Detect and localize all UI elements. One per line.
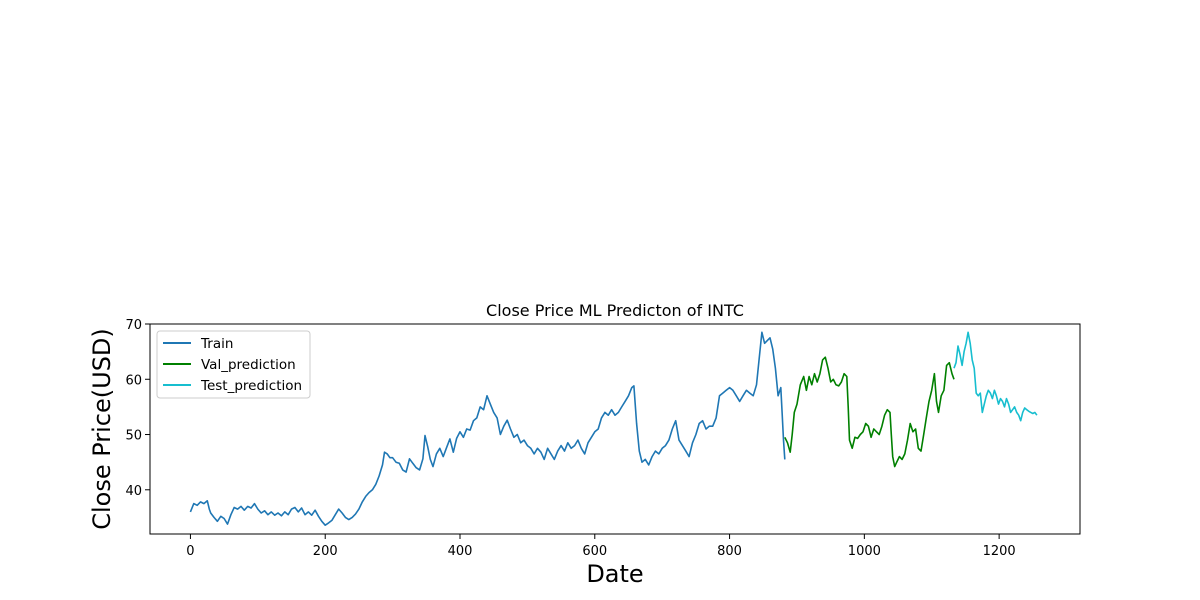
y-tick-label-70: 70 [125, 318, 142, 333]
y-axis-label: Close Price(USD) [88, 328, 116, 530]
legend-box [156, 330, 311, 399]
series-line-test-prediction [953, 331, 1038, 422]
chart-title: Close Price ML Predicton of INTC [486, 301, 744, 320]
series-line-train [189, 331, 786, 527]
x-tick-label-800: 800 [717, 544, 742, 559]
x-tick-label-200: 200 [313, 544, 338, 559]
series-line-val-prediction [784, 356, 955, 468]
y-tick-label-60: 60 [125, 373, 142, 388]
legend: Train Val_prediction Test_prediction [156, 330, 311, 399]
x-tick-label-600: 600 [582, 544, 607, 559]
legend-label-test-prediction: Test_prediction [200, 378, 302, 394]
series-layer [189, 331, 1038, 527]
legend-label-val-prediction: Val_prediction [201, 357, 296, 373]
x-tick-label-1000: 1000 [848, 544, 881, 559]
y-tick-label-50: 50 [125, 429, 142, 444]
x-tick-label-400: 400 [448, 544, 473, 559]
axes-frame [149, 323, 1081, 535]
plot-area: 0 200 400 600 800 1000 1200 40 50 60 70 [125, 318, 1081, 559]
y-axis-ticks: 40 50 60 70 [125, 318, 150, 499]
x-tick-label-0: 0 [186, 544, 194, 559]
x-axis-ticks: 0 200 400 600 800 1000 1200 [186, 534, 1016, 559]
x-axis-label: Date [586, 560, 643, 588]
x-tick-label-1200: 1200 [983, 544, 1016, 559]
y-tick-label-40: 40 [125, 484, 142, 499]
legend-label-train: Train [200, 336, 233, 352]
